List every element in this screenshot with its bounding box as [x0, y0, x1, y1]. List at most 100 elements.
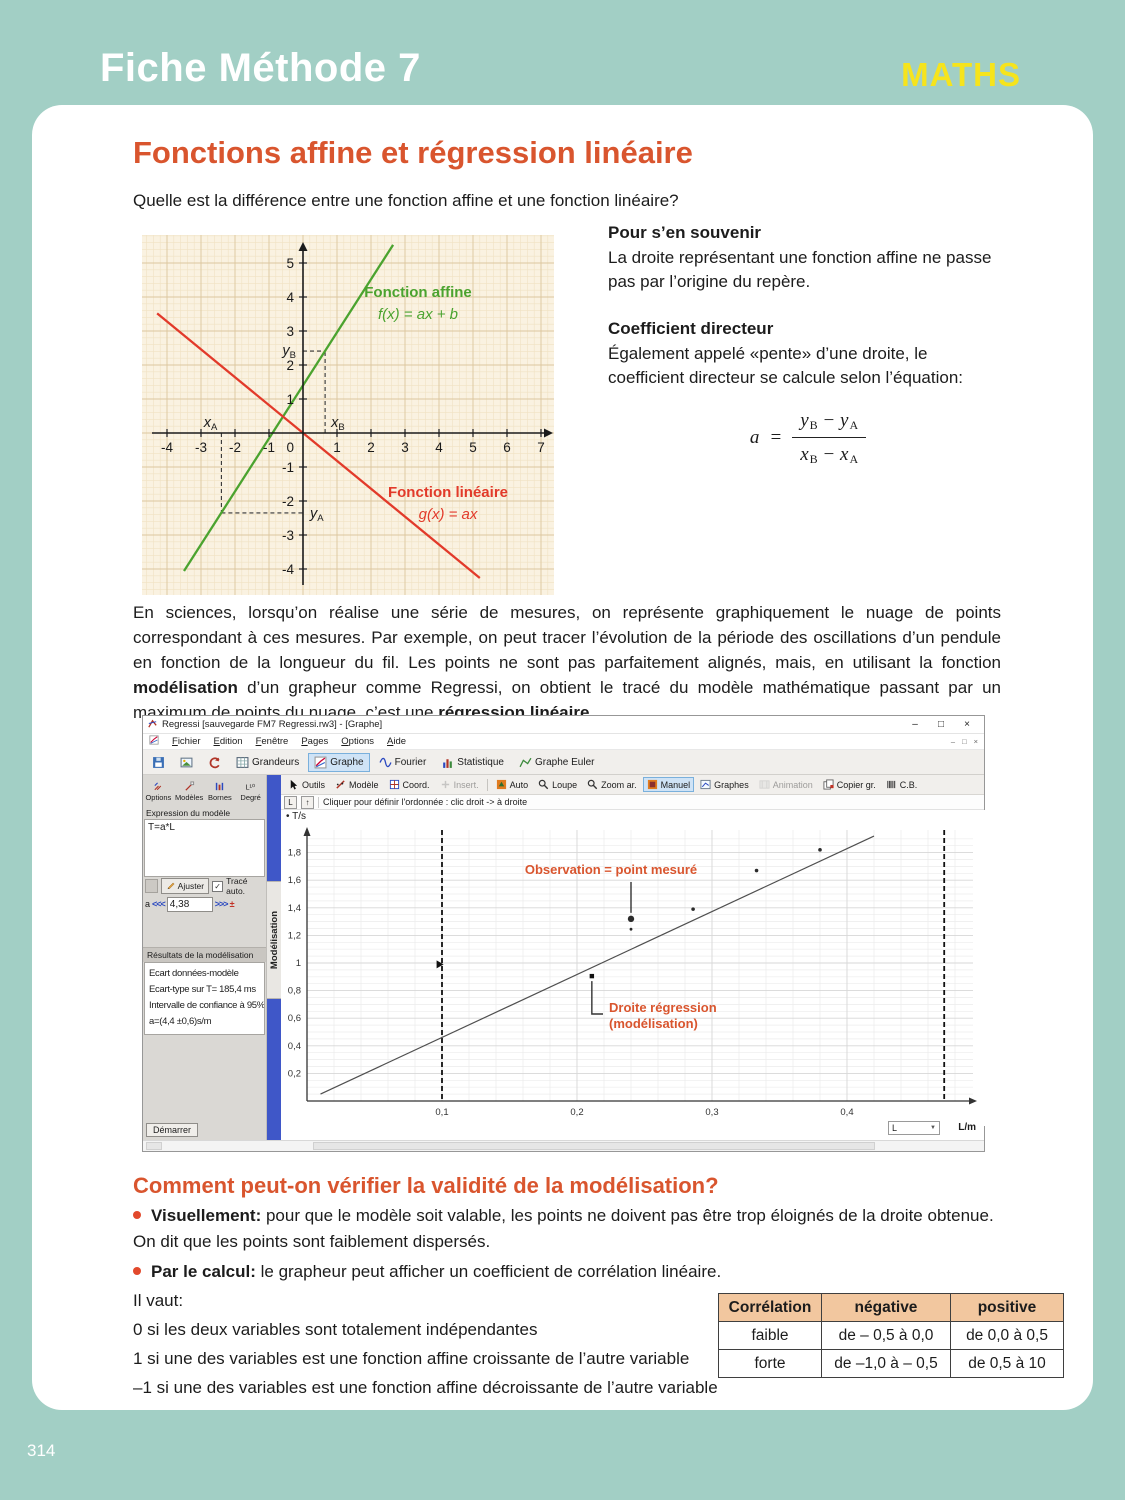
close-button[interactable]: × [964, 719, 970, 730]
window-titlebar: Regressi [sauvegarde FM7 Regressi.rw3] -… [143, 716, 984, 734]
linear-line [156, 312, 481, 579]
fit-button[interactable]: Ajuster [160, 878, 210, 894]
tool-label: Copier gr. [836, 779, 876, 790]
panel-button-bornes[interactable]: Bornes [205, 775, 236, 807]
data-point[interactable] [691, 907, 695, 911]
panel-button-mod-les[interactable]: Modèles [174, 775, 205, 807]
y-axis-button[interactable]: ↑ [301, 795, 314, 809]
tool-coord[interactable]: Coord. [385, 777, 434, 792]
tool-zoom-ar[interactable]: Zoom ar. [583, 777, 641, 792]
plus-minus-icon[interactable]: ± [229, 899, 235, 909]
increment-arrows-icon[interactable]: >>> [214, 899, 229, 909]
panel-spacer-button[interactable] [145, 879, 158, 893]
menu-aide[interactable]: Aide [387, 736, 407, 747]
x-tick-label: 0,3 [705, 1107, 718, 1118]
minor-grid [142, 235, 554, 595]
table-header-positive: positive [950, 1293, 1064, 1322]
panel-button-degr[interactable]: L¹⁰ Degré [235, 775, 266, 807]
chevron-down-icon: ▼ [930, 1125, 936, 1131]
x-tick-label: 7 [537, 440, 545, 455]
bullet-text: le grapheur peut afficher un coefficient… [255, 1262, 722, 1281]
minimize-button[interactable]: – [912, 719, 918, 730]
tab-graphe-euler[interactable]: Graphe Euler [513, 753, 600, 772]
window-title: Regressi [sauvegarde FM7 Regressi.rw3] -… [162, 719, 383, 730]
scrollbar-thumb[interactable] [313, 1142, 875, 1150]
child-maximize-button[interactable]: □ [962, 737, 967, 746]
tab-statistique[interactable]: Statistique [435, 753, 510, 772]
child-close-button[interactable]: × [973, 737, 978, 746]
bullet-lead: Par le calcul: [151, 1262, 256, 1281]
tool-outils[interactable]: Outils [284, 777, 329, 792]
data-point[interactable] [818, 848, 822, 852]
tool-insert[interactable]: Insert. [436, 777, 483, 792]
major-grid [307, 830, 973, 1101]
tab-undo[interactable] [202, 753, 227, 772]
plot-area[interactable]: T/s 0,10,20,30,41,81,61,41,210,80,60,40,… [281, 810, 987, 1126]
x-tick-label: 0,4 [840, 1107, 853, 1118]
menu-fichier[interactable]: Fichier [172, 736, 201, 747]
modelisation-tab[interactable]: Modélisation [267, 881, 281, 999]
horizontal-scrollbar[interactable] [143, 1140, 984, 1151]
child-minimize-button[interactable]: – [950, 737, 956, 746]
x-axis-arrow-icon [969, 1097, 977, 1105]
start-button[interactable]: Démarrer [146, 1123, 199, 1137]
tool-loupe[interactable]: Loupe [534, 777, 581, 792]
tool-label: Modèle [349, 779, 379, 790]
table-cell: faible [718, 1321, 822, 1350]
formula-operator: − [817, 444, 840, 466]
result-line: a=(4,4 ±0,6)s/m [149, 1016, 212, 1028]
tool-copier-gr[interactable]: Copier gr. [819, 777, 880, 792]
menu-fen-tre[interactable]: Fenêtre [255, 736, 289, 747]
y-tick-label: 0,2 [288, 1068, 301, 1079]
parameter-value-field[interactable]: 4,38 [166, 896, 213, 912]
remember-body: La droite représentant une fonction affi… [608, 247, 992, 292]
formula-variable: x [800, 444, 809, 466]
x-axis-button[interactable]: L [284, 795, 297, 809]
chart-icon [314, 756, 327, 768]
menu-pages[interactable]: Pages [301, 736, 329, 747]
tab-image[interactable] [174, 753, 199, 772]
x-axis-unit-label: L/m [958, 1122, 976, 1133]
maximize-button[interactable]: □ [937, 719, 945, 730]
table-header-corr-lation: Corrélation [718, 1293, 822, 1322]
table-cell: de 0,0 à 0,5 [950, 1321, 1064, 1350]
cursor-triangle-icon[interactable] [436, 960, 444, 969]
x-tick-label: -4 [161, 440, 173, 455]
x-tick-label: 0,2 [570, 1107, 583, 1118]
model-point[interactable] [589, 973, 595, 979]
data-point[interactable] [754, 868, 759, 873]
window-body: Options Modèles Bornes L¹⁰ Degré Expression … [143, 775, 987, 1140]
menu-edition[interactable]: Edition [213, 736, 243, 747]
auto-trace-checkbox[interactable]: ✓ [212, 880, 224, 892]
tab-save[interactable] [146, 753, 171, 772]
tab-graphe[interactable]: Graphe [308, 752, 370, 772]
case-line: 0 si les deux variables sont totalement … [133, 1320, 538, 1339]
result-line: Intervalle de confiance à 95% [149, 1000, 265, 1012]
stat-icon [443, 758, 453, 768]
panel-button-options[interactable]: Options [143, 775, 174, 807]
tool-auto[interactable]: Auto [492, 777, 533, 792]
regression-line [320, 835, 875, 1095]
tab-label: Grandeurs [252, 756, 300, 768]
slope-title: Coefficient directeur [608, 318, 774, 338]
decrement-arrows-icon[interactable]: <<< [152, 899, 166, 909]
menu-options[interactable]: Options [341, 736, 375, 747]
tab-label: Graphe [330, 756, 364, 768]
tool-mod-le[interactable]: Modèle [331, 777, 383, 792]
model-expression-field[interactable]: T=a*L [144, 819, 265, 877]
data-point[interactable] [629, 927, 633, 931]
tool-animation[interactable]: Animation [755, 777, 817, 792]
tool-graphes[interactable]: Graphes [696, 777, 753, 792]
y-tick-label: 1 [296, 958, 301, 969]
tab-grandeurs[interactable]: Grandeurs [230, 753, 305, 772]
regressi-window: Regressi [sauvegarde FM7 Regressi.rw3] -… [142, 715, 987, 1152]
parameter-name: a [145, 899, 151, 909]
tool-c-b[interactable]: C.B. [882, 777, 922, 792]
x-tick-label: -1 [263, 440, 275, 455]
x-variable-select[interactable]: L ▼ [888, 1121, 940, 1135]
toolbar-separator [486, 778, 488, 791]
data-point[interactable] [627, 915, 635, 923]
tool-manuel[interactable]: Manuel [642, 777, 695, 792]
tab-fourier[interactable]: Fourier [373, 753, 433, 772]
